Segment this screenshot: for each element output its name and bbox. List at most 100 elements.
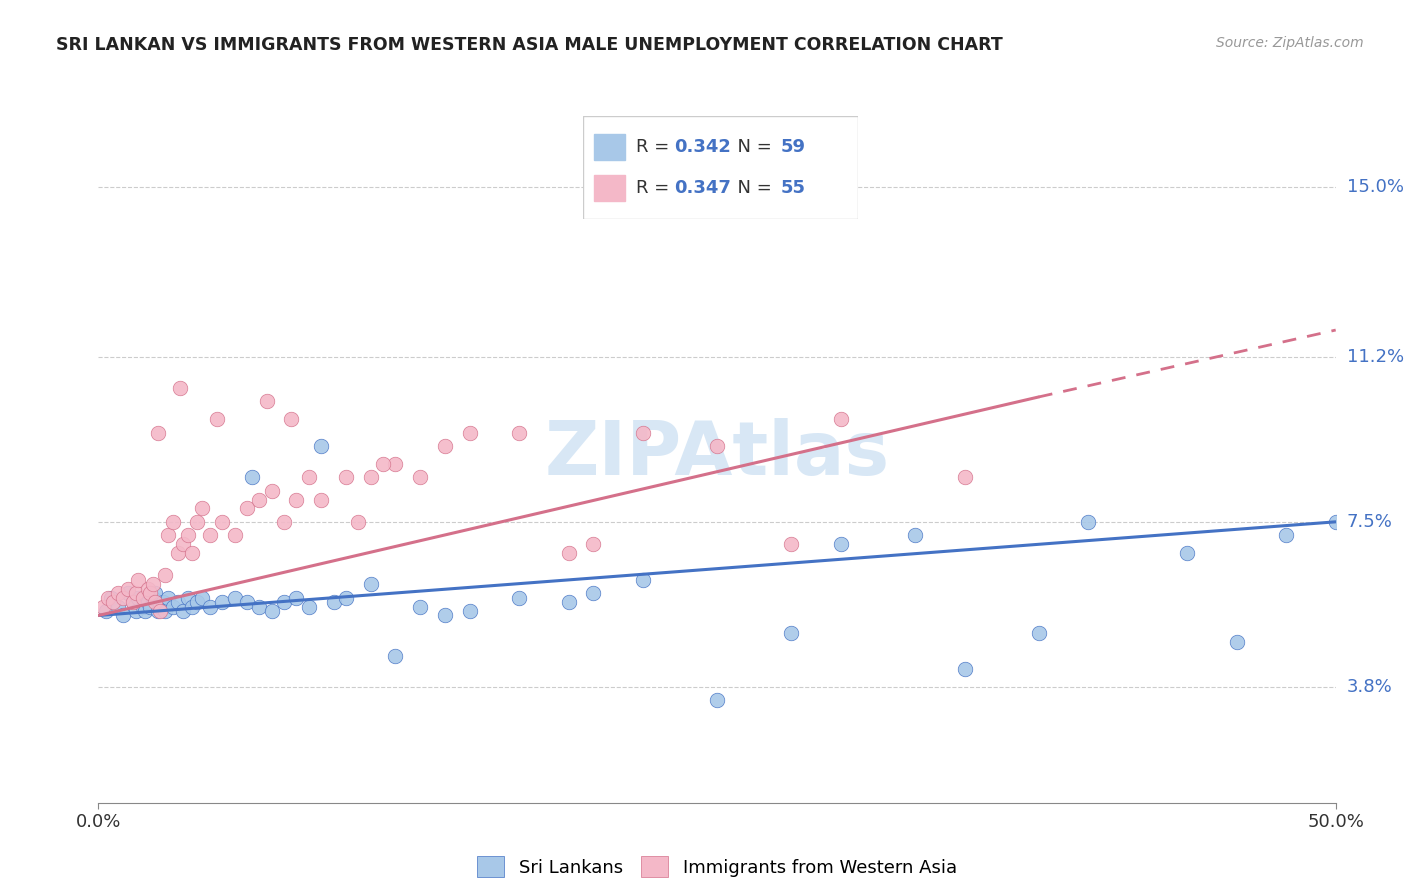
Point <box>273 515 295 529</box>
Point <box>134 604 156 618</box>
Point <box>142 577 165 591</box>
Point <box>139 586 162 600</box>
Text: 0.347: 0.347 <box>673 178 731 197</box>
Point <box>155 568 177 582</box>
Point <box>107 599 129 614</box>
Point <box>1077 515 1099 529</box>
Text: 0.342: 0.342 <box>673 137 731 156</box>
Text: SRI LANKAN VS IMMIGRANTS FROM WESTERN ASIA MALE UNEMPLOYMENT CORRELATION CHART: SRI LANKAN VS IMMIGRANTS FROM WESTERN AS… <box>56 36 1002 54</box>
Point <box>172 604 194 618</box>
Point <box>830 412 852 426</box>
Point <box>384 457 406 471</box>
Point <box>156 528 179 542</box>
Point <box>132 599 155 614</box>
Point <box>409 470 432 484</box>
Point <box>830 537 852 551</box>
Point <box>211 515 233 529</box>
Point <box>309 439 332 453</box>
Point <box>156 591 179 605</box>
Point <box>409 599 432 614</box>
Point <box>142 591 165 605</box>
Point <box>1275 528 1298 542</box>
Point <box>236 501 259 516</box>
Point <box>166 595 188 609</box>
Point <box>508 425 530 440</box>
Point <box>162 515 184 529</box>
Point <box>904 528 927 542</box>
Point <box>347 515 370 529</box>
Text: R =: R = <box>636 137 675 156</box>
Point <box>155 604 177 618</box>
Text: 3.8%: 3.8% <box>1347 678 1392 696</box>
Point <box>122 595 145 609</box>
Point <box>117 586 139 600</box>
Point <box>335 470 357 484</box>
Legend: Sri Lankans, Immigrants from Western Asia: Sri Lankans, Immigrants from Western Asi… <box>470 849 965 884</box>
Point <box>107 586 129 600</box>
Point <box>186 515 208 529</box>
Point <box>136 595 159 609</box>
Text: 15.0%: 15.0% <box>1347 178 1403 196</box>
Point <box>240 470 263 484</box>
Point <box>360 470 382 484</box>
Point <box>360 577 382 591</box>
Point <box>112 608 135 623</box>
Point <box>162 599 184 614</box>
Point <box>224 528 246 542</box>
Point <box>139 599 162 614</box>
Point <box>247 492 270 507</box>
Point <box>166 546 188 560</box>
Point <box>706 693 728 707</box>
Point <box>335 591 357 605</box>
Point <box>100 591 122 605</box>
Point <box>557 546 579 560</box>
Point <box>117 582 139 596</box>
Point <box>94 604 117 618</box>
Point <box>322 595 344 609</box>
Point <box>582 586 605 600</box>
Point <box>433 439 456 453</box>
Bar <box>595 175 624 201</box>
Point <box>1226 635 1249 649</box>
Point <box>285 591 308 605</box>
Point <box>172 537 194 551</box>
Point <box>384 648 406 663</box>
Text: N =: N = <box>725 178 778 197</box>
Point <box>1324 515 1347 529</box>
Point <box>176 591 198 605</box>
Point <box>557 595 579 609</box>
Point <box>285 492 308 507</box>
Point <box>93 599 115 614</box>
Point <box>181 546 204 560</box>
Point <box>122 595 145 609</box>
Point <box>247 599 270 614</box>
Point <box>953 470 976 484</box>
Point <box>132 591 155 605</box>
Point <box>143 595 166 609</box>
Point <box>146 604 169 618</box>
Point <box>298 470 321 484</box>
Point <box>260 604 283 618</box>
Point <box>127 573 149 587</box>
Point <box>97 591 120 605</box>
Point <box>1028 626 1050 640</box>
Point <box>582 537 605 551</box>
Text: R =: R = <box>636 178 675 197</box>
Text: 11.2%: 11.2% <box>1347 348 1405 366</box>
Point <box>136 582 159 596</box>
Point <box>176 528 198 542</box>
Point <box>143 586 166 600</box>
Point <box>780 626 803 640</box>
Point <box>169 381 191 395</box>
Point <box>1175 546 1198 560</box>
Text: Source: ZipAtlas.com: Source: ZipAtlas.com <box>1216 36 1364 50</box>
Point <box>433 608 456 623</box>
Point <box>186 595 208 609</box>
Point <box>198 599 221 614</box>
Point <box>631 425 654 440</box>
Point <box>149 599 172 614</box>
Point <box>124 604 146 618</box>
Point <box>112 591 135 605</box>
Point <box>508 591 530 605</box>
Point <box>631 573 654 587</box>
